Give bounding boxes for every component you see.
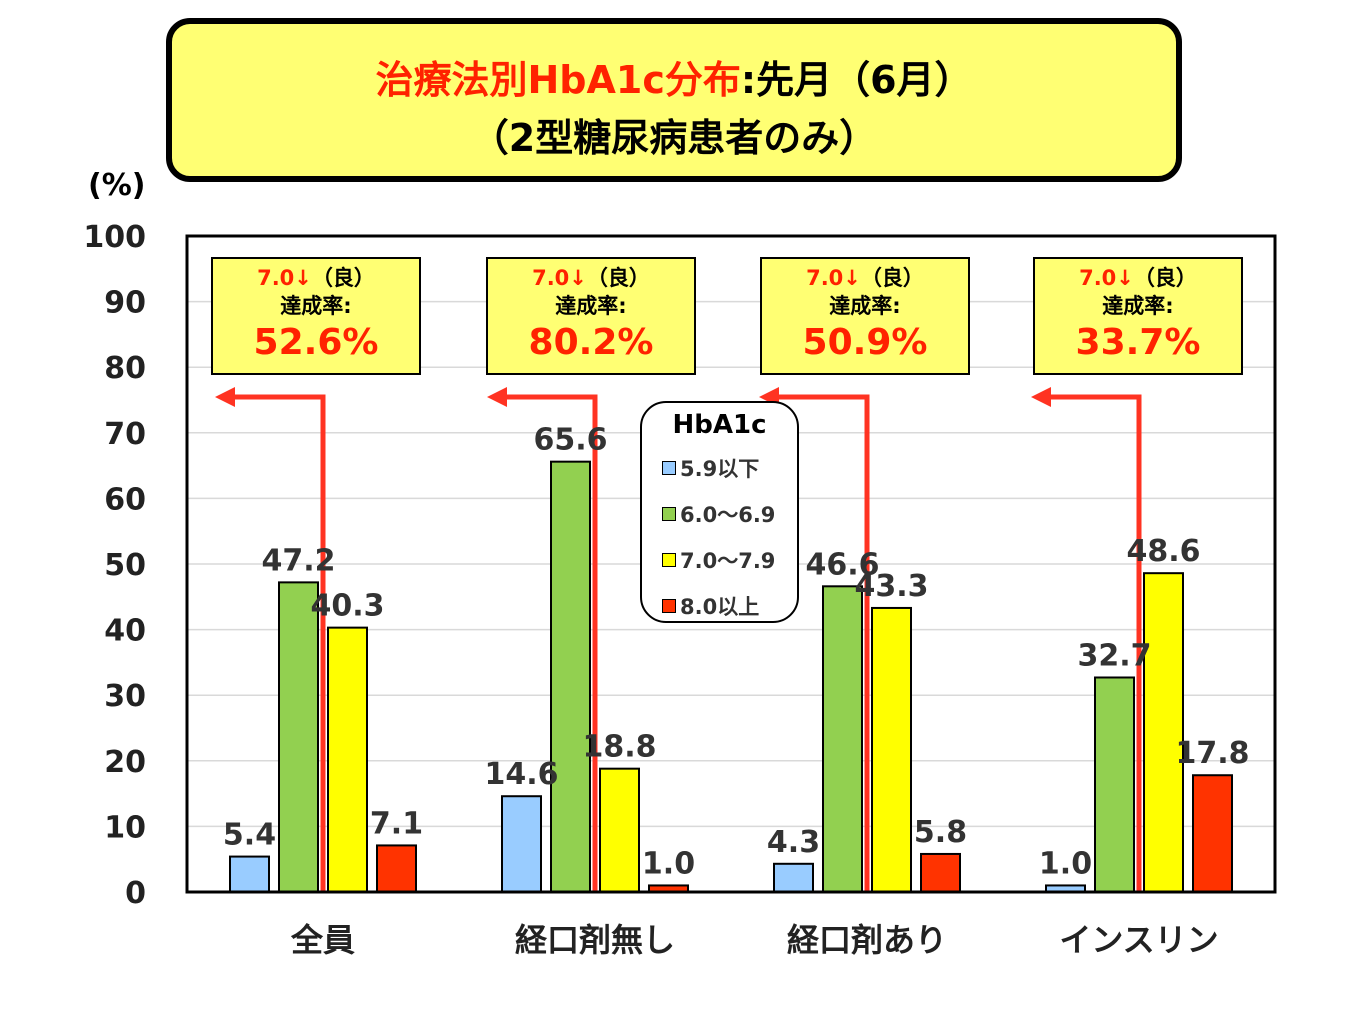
legend-swatch (662, 507, 676, 521)
achievement-value: 80.2% (528, 322, 654, 363)
y-tick-label: 60 (104, 482, 146, 517)
data-label: 4.3 (767, 825, 820, 860)
title-black-part: :先月（6月） (740, 58, 973, 102)
x-tick-label: 経口剤無し (515, 921, 675, 959)
legend-label: 6.0～6.9 (680, 503, 776, 527)
legend-item-6-0-6-9: 6.0～6.9 (662, 499, 775, 529)
legend-label: 8.0以上 (680, 595, 760, 619)
bar (376, 844, 417, 894)
achievement-label: 達成率: (555, 294, 627, 318)
x-tick-label: 全員 (290, 921, 355, 959)
achievement-arrowhead (215, 387, 235, 407)
chart-subtitle: （2型糖尿病患者のみ） (470, 116, 878, 160)
legend-label: 7.0～7.9 (680, 549, 776, 573)
y-tick-label: 80 (104, 351, 146, 386)
data-label: 17.8 (1175, 736, 1249, 771)
data-label: 14.6 (484, 757, 558, 792)
achievement-box-insulin: 7.0↓（良） 達成率: 33.7% (1033, 257, 1243, 375)
y-unit-label: (%) (88, 168, 146, 203)
achievement-condition: 7.0↓ (806, 266, 861, 290)
y-tick-label: 30 (104, 679, 146, 714)
achievement-arrow (499, 394, 598, 892)
achievement-label: 達成率: (829, 294, 901, 318)
y-tick-label: 70 (104, 417, 146, 452)
legend-swatch (662, 553, 676, 567)
legend-item-8-0-above: 8.0以上 (662, 591, 759, 621)
plot-frame (185, 234, 1277, 894)
bar (1094, 676, 1135, 893)
achievement-suffix: （良） (860, 266, 924, 290)
data-label: 47.2 (261, 543, 335, 578)
achievement-arrowhead (487, 387, 507, 407)
y-tick-label: 90 (104, 286, 146, 321)
achievement-value: 52.6% (253, 322, 379, 363)
y-tick-label: 100 (83, 220, 146, 255)
bar (229, 855, 270, 893)
data-label: 43.3 (854, 569, 928, 604)
bar (1192, 774, 1233, 893)
y-tick-label: 0 (125, 876, 146, 911)
data-label: 7.1 (370, 806, 423, 841)
achievement-box-all: 7.0↓（良） 達成率: 52.6% (211, 257, 421, 375)
data-label: 1.0 (1039, 846, 1092, 881)
data-label: 1.0 (642, 846, 695, 881)
bar (501, 795, 542, 893)
achievement-label: 達成率: (280, 294, 352, 318)
achievement-label: 達成率: (1102, 294, 1174, 318)
bar (822, 585, 863, 894)
achievement-arrow (1043, 394, 1142, 892)
achievement-suffix: （良） (586, 266, 650, 290)
legend-item-7-0-7-9: 7.0～7.9 (662, 545, 775, 575)
data-label: 32.7 (1077, 638, 1151, 673)
y-tick-label: 50 (104, 548, 146, 583)
bar (1143, 572, 1184, 894)
achievement-value: 33.7% (1075, 322, 1201, 363)
bar (773, 862, 814, 893)
data-label: 65.6 (533, 423, 607, 458)
y-tick-label: 10 (104, 810, 146, 845)
legend-swatch (662, 599, 676, 613)
achievement-arrow (227, 394, 326, 892)
achievement-suffix: （良） (1133, 266, 1197, 290)
chart-title: 治療法別HbA1c分布:先月（6月） (172, 56, 1176, 104)
achievement-suffix: （良） (311, 266, 375, 290)
title-red-part: 治療法別HbA1c分布 (375, 58, 741, 102)
bar (278, 581, 319, 893)
data-label: 46.6 (805, 547, 879, 582)
achievement-value: 50.9% (802, 322, 928, 363)
legend-swatch (662, 461, 676, 475)
achievement-box-no-oral: 7.0↓（良） 達成率: 80.2% (486, 257, 696, 375)
data-label: 18.8 (582, 730, 656, 765)
data-label: 5.4 (223, 818, 276, 853)
bar (871, 606, 912, 894)
achievement-condition: 7.0↓ (532, 266, 587, 290)
y-tick-label: 40 (104, 614, 146, 649)
bar (920, 852, 961, 894)
data-label: 48.6 (1126, 534, 1200, 569)
bar (550, 460, 591, 893)
achievement-condition: 7.0↓ (1079, 266, 1134, 290)
x-tick-label: インスリン (1059, 921, 1218, 959)
legend-label: 5.9以下 (680, 457, 760, 481)
legend-item-5-9-below: 5.9以下 (662, 453, 759, 483)
bar (599, 767, 640, 893)
achievement-arrowhead (1031, 387, 1051, 407)
data-label: 5.8 (914, 815, 967, 850)
legend: HbA1c 5.9以下 6.0～6.9 7.0～7.9 8.0以上 (640, 401, 799, 623)
title-box: 治療法別HbA1c分布:先月（6月） （2型糖尿病患者のみ） (166, 18, 1182, 182)
data-label: 40.3 (310, 589, 384, 624)
achievement-condition: 7.0↓ (257, 266, 312, 290)
x-tick-label: 経口剤あり (787, 921, 947, 959)
bar (327, 626, 368, 894)
achievement-arrow (771, 394, 870, 892)
achievement-box-oral: 7.0↓（良） 達成率: 50.9% (760, 257, 970, 375)
legend-title: HbA1c (672, 410, 767, 440)
y-tick-label: 20 (104, 745, 146, 780)
